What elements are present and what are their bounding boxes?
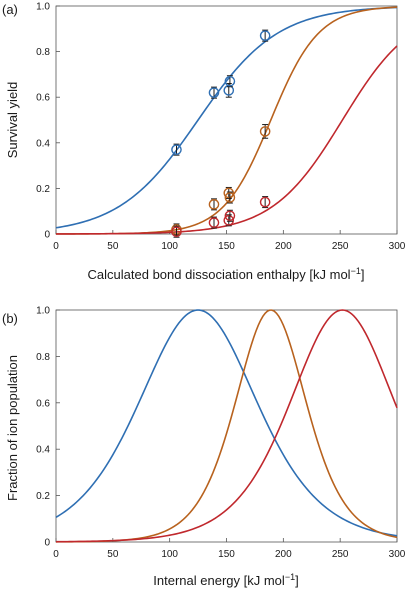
- y-tick-label: 1.0: [36, 2, 50, 13]
- y-tick-label: 0.6: [36, 93, 50, 104]
- x-tick-label: 100: [161, 241, 178, 252]
- y-tick-label: 0: [44, 538, 50, 549]
- x-tick-label: 50: [107, 241, 119, 252]
- data-point: [224, 209, 236, 222]
- panel-label-b: (b): [2, 311, 18, 326]
- marker-group-a: [171, 29, 271, 238]
- x-tick-label: 0: [53, 549, 59, 560]
- y-tick-label: 0.6: [36, 398, 50, 409]
- x-tick-label: 300: [389, 241, 406, 252]
- data-point: [171, 143, 182, 156]
- panel-b: (b) 0 50 100 150 200 250 300 0 0.2 0.4 0.6 0.8 1.0 I…: [2, 306, 406, 589]
- data-point: [208, 216, 220, 229]
- x-axis-label-b: Internal energy [kJ mol−1]: [153, 572, 298, 588]
- curve-group-b: [55, 309, 398, 543]
- y-axis-label-a: Survival yield: [5, 82, 20, 159]
- x-tick-label: 0: [53, 241, 59, 252]
- y-tick-label: 0.2: [36, 491, 50, 502]
- x-tick-label: 300: [389, 549, 406, 560]
- tick-group-a: 0 50 100 150 200 250 300 0 0.2 0.4 0.6 0.8 1.0: [36, 2, 406, 253]
- series-curve-3: [55, 309, 398, 543]
- data-point: [259, 196, 271, 209]
- x-axis-label-a: Calculated bond dissociation enthalpy [k…: [88, 266, 365, 282]
- y-tick-label: 1.0: [36, 306, 50, 317]
- x-tick-label: 150: [218, 241, 235, 252]
- series-curve-1: [55, 309, 398, 537]
- data-point: [259, 29, 271, 42]
- y-tick-label: 0.2: [36, 184, 50, 195]
- x-tick-label: 200: [275, 241, 292, 252]
- y-tick-label: 0.4: [36, 445, 50, 456]
- x-tick-label: 200: [275, 549, 292, 560]
- x-tick-label: 250: [332, 241, 349, 252]
- series-curve-1: [55, 6, 398, 229]
- data-point: [171, 225, 182, 238]
- panel-label-a: (a): [2, 2, 18, 17]
- y-tick-label: 0.8: [36, 352, 50, 363]
- series-curve-3: [56, 45, 398, 235]
- y-tick-label: 0.8: [36, 47, 50, 58]
- panel-a: (a) 0 50 100 150 200 250 300 0 0.2 0.4 0.6 0.8 1.0 C…: [2, 2, 406, 283]
- data-point: [259, 124, 271, 139]
- data-point: [224, 75, 236, 88]
- x-tick-label: 100: [161, 549, 178, 560]
- y-tick-label: 0: [44, 230, 50, 241]
- x-tick-label: 50: [107, 549, 119, 560]
- tick-group-b: 0 50 100 150 200 250 300 0 0.2 0.4 0.6 0.8 1.0: [36, 306, 406, 561]
- series-curve-2: [55, 309, 398, 543]
- y-tick-label: 0.4: [36, 138, 50, 149]
- plot-frame-b: [55, 309, 398, 543]
- data-point: [208, 86, 220, 99]
- data-point: [224, 191, 236, 204]
- data-point: [208, 198, 220, 211]
- y-axis-label-b: Fraction of ion population: [5, 355, 20, 501]
- x-tick-label: 250: [332, 549, 349, 560]
- x-tick-label: 150: [218, 549, 235, 560]
